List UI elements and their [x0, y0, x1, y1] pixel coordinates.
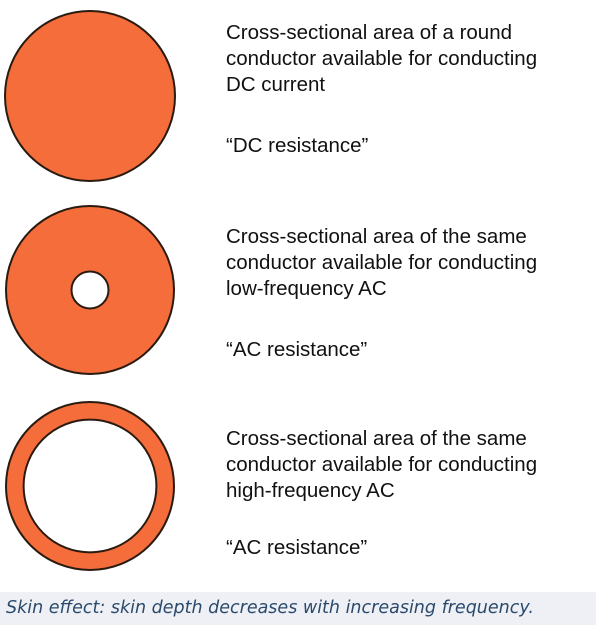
description-line: conductor available for conducting: [226, 251, 538, 274]
figure-caption: Skin effect: skin depth decreases with i…: [0, 592, 596, 625]
description-line: Cross-sectional area of the same: [226, 427, 527, 450]
conductor-cross-section-high-frequency: [5, 401, 175, 571]
conductor-cross-section-low-frequency: [5, 205, 175, 375]
description: Cross-sectional area of the same conduct…: [226, 224, 592, 302]
skin-effect-figure: Cross-sectional area of a round conducto…: [0, 0, 596, 592]
row-dc: Cross-sectional area of a round conducto…: [0, 0, 596, 195]
resistance-label: “AC resistance”: [226, 536, 368, 559]
description-line: Cross-sectional area of a round: [226, 21, 513, 44]
conductor-outer-circle: [4, 10, 176, 182]
row-low-frequency-ac: Cross-sectional area of the same conduct…: [0, 200, 596, 400]
description-line: Cross-sectional area of the same: [226, 225, 527, 248]
description-line: low-frequency AC: [226, 277, 387, 300]
conductor-hollow-circle: [70, 270, 110, 310]
resistance-label: “AC resistance”: [226, 338, 368, 361]
description-line: conductor available for conducting: [226, 47, 538, 70]
conductor-cross-section-dc: [4, 10, 176, 182]
row-high-frequency-ac: Cross-sectional area of the same conduct…: [0, 400, 596, 592]
conductor-hollow-circle: [22, 418, 158, 554]
resistance-label: “DC resistance”: [226, 134, 369, 157]
description-line: conductor available for conducting: [226, 453, 538, 476]
description: Cross-sectional area of the same conduct…: [226, 426, 592, 504]
description-line: high-frequency AC: [226, 479, 395, 502]
description-line: DC current: [226, 73, 326, 96]
description: Cross-sectional area of a round conducto…: [226, 20, 592, 98]
